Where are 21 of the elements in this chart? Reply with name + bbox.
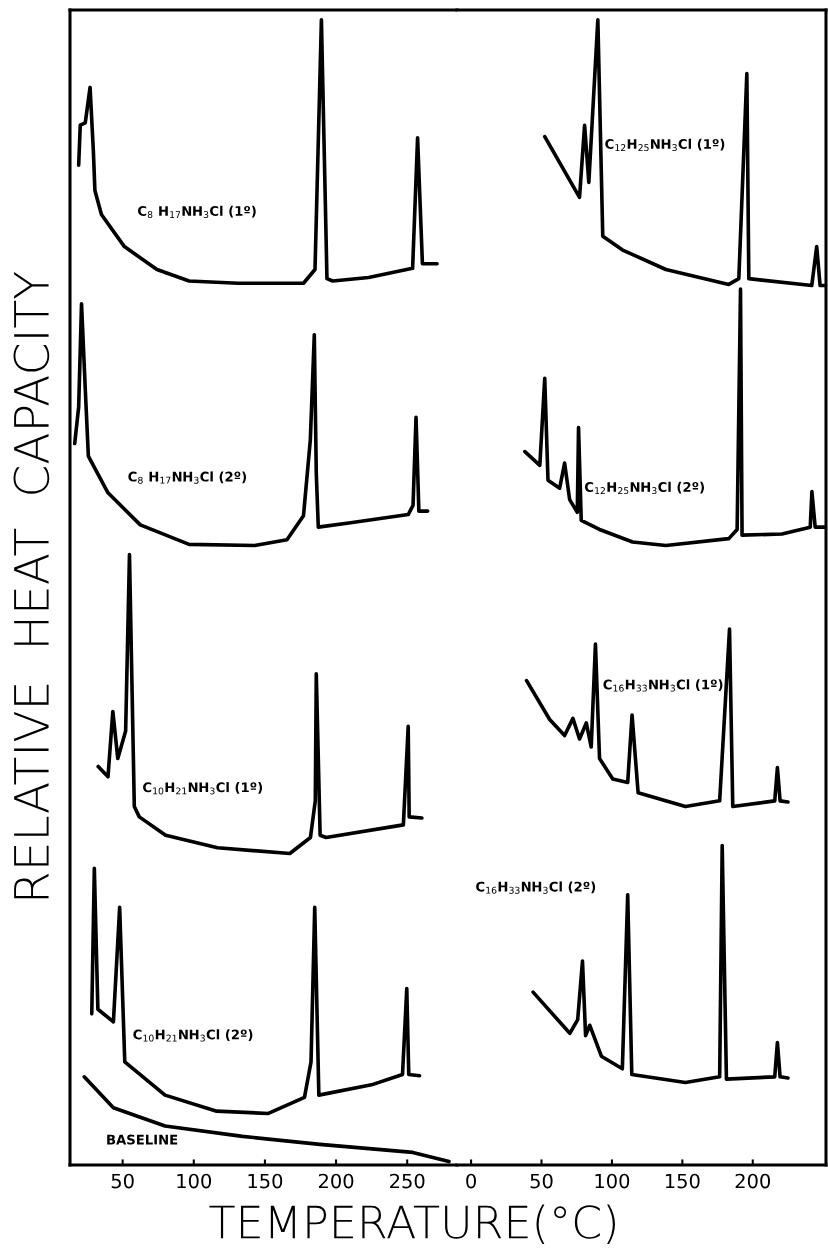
text: C$_{16}$H$_{33}$NH$_{3}$Cl (2º)	[476, 881, 596, 894]
x-tick-label: 250	[390, 1173, 425, 1189]
y-axis-title: RELATIVE HEAT CAPACITY	[13, 271, 50, 899]
series-label: C$_{10}$H$_{21}$NH$_{3}$Cl (1º)	[143, 782, 263, 795]
series-label: C$_{10}$H$_{21}$NH$_{3}$Cl (2º)	[133, 1029, 253, 1042]
x-tick-label: 150	[248, 1173, 283, 1189]
x-tick-label: 150	[665, 1173, 700, 1189]
x-tick-label: 50	[530, 1173, 553, 1189]
series-label: C$_{12}$H$_{25}$NH$_{3}$Cl (1º)	[605, 138, 725, 152]
x-tick-label: 200	[318, 1173, 354, 1189]
series-label: C$_{16}$H$_{33}$NH$_{3}$Cl (1º)	[603, 679, 723, 692]
text: C$_{8}$ H$_{17}$NH$_{3}$Cl (1º)	[138, 205, 256, 219]
series-label: C$_{12}$H$_{25}$NH$_{3}$Cl (2º)	[584, 481, 704, 495]
x-tick-label: 100	[595, 1173, 630, 1189]
series-label: BASELINE	[107, 1134, 178, 1145]
x-tick-label: 100	[177, 1173, 212, 1189]
x-axis-title: TEMPERATURE(°C)	[209, 1204, 615, 1245]
series-label: C$_{8}$ H$_{17}$NH$_{3}$Cl (2º)	[128, 471, 247, 484]
x-tick-label: 200	[735, 1173, 771, 1189]
x-tick-label: 0	[466, 1173, 476, 1189]
x-tick-label: 50	[111, 1173, 134, 1189]
